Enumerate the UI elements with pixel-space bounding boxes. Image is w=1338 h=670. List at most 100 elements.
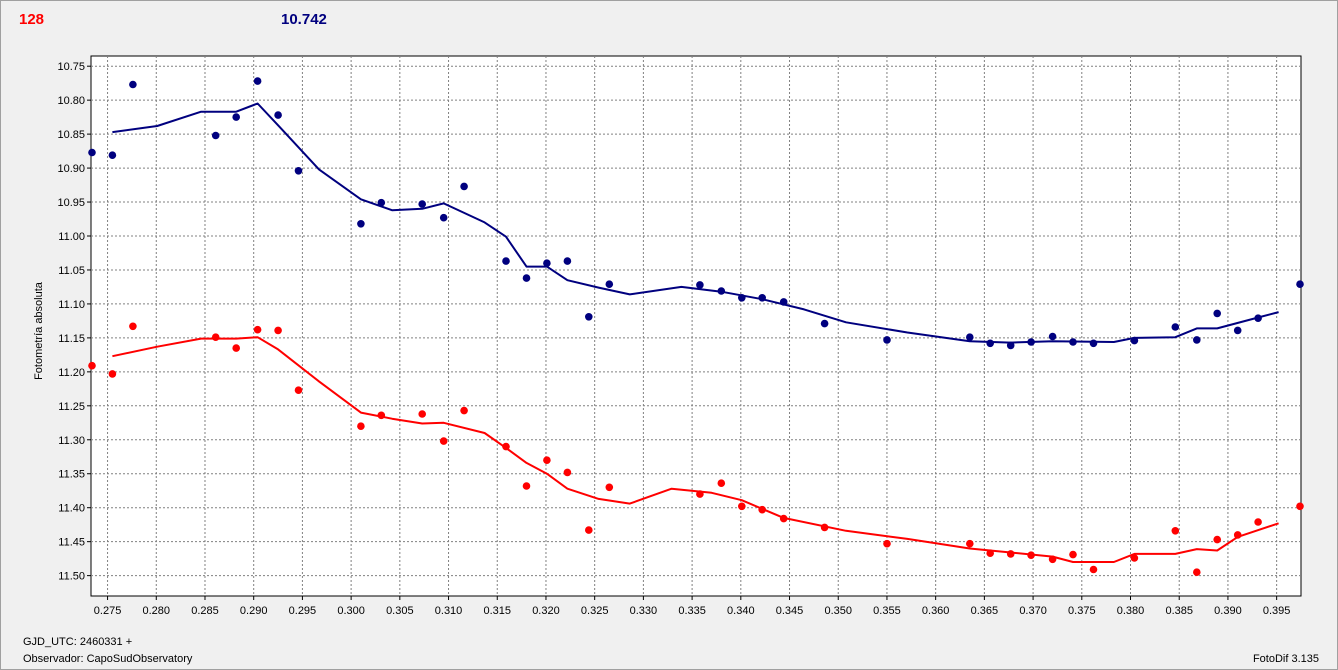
- data-point[interactable]: [820, 523, 829, 532]
- x-tick-label: 0.300: [337, 605, 365, 617]
- data-point[interactable]: [1130, 554, 1139, 562]
- data-point[interactable]: [585, 526, 593, 534]
- data-point[interactable]: [779, 514, 788, 523]
- x-tick-label: 0.365: [971, 605, 999, 617]
- data-point[interactable]: [418, 410, 427, 418]
- data-point[interactable]: [211, 131, 220, 140]
- data-point[interactable]: [377, 198, 386, 207]
- x-tick-label: 0.345: [776, 605, 804, 617]
- data-point[interactable]: [1254, 518, 1262, 526]
- data-point[interactable]: [696, 281, 704, 289]
- plot-area[interactable]: [90, 55, 1302, 597]
- data-point[interactable]: [543, 456, 551, 465]
- data-point[interactable]: [738, 502, 746, 511]
- data-point[interactable]: [1048, 555, 1057, 564]
- data-point[interactable]: [1027, 338, 1035, 346]
- x-tick-label: 0.360: [922, 605, 950, 617]
- data-point[interactable]: [439, 437, 448, 445]
- data-point[interactable]: [88, 148, 96, 157]
- data-point[interactable]: [820, 319, 829, 328]
- data-point[interactable]: [253, 325, 262, 334]
- data-point[interactable]: [1254, 314, 1262, 323]
- x-tick-label: 0.315: [483, 605, 511, 617]
- data-point[interactable]: [1213, 309, 1221, 318]
- data-series: [88, 77, 1304, 576]
- data-point[interactable]: [108, 370, 117, 378]
- data-point[interactable]: [605, 483, 614, 492]
- data-point[interactable]: [502, 257, 510, 265]
- data-point[interactable]: [357, 422, 365, 431]
- y-tick-label: 10.90: [57, 163, 85, 175]
- data-point[interactable]: [502, 442, 510, 451]
- data-point[interactable]: [1069, 338, 1077, 346]
- data-point[interactable]: [1089, 565, 1098, 574]
- data-point[interactable]: [696, 490, 704, 498]
- data-point[interactable]: [294, 167, 303, 175]
- data-point[interactable]: [1048, 332, 1057, 341]
- data-point[interactable]: [88, 361, 96, 370]
- data-point[interactable]: [605, 280, 614, 289]
- y-tick-label: 11.25: [58, 401, 85, 413]
- data-point[interactable]: [563, 257, 572, 265]
- data-point[interactable]: [717, 479, 726, 488]
- x-tick-label: 0.320: [532, 605, 560, 617]
- data-point[interactable]: [758, 294, 766, 302]
- data-point[interactable]: [1006, 550, 1015, 558]
- data-point[interactable]: [232, 113, 240, 121]
- version-label: FotoDif 3.135: [1252, 653, 1319, 665]
- x-tick-label: 0.380: [1117, 605, 1145, 617]
- data-point[interactable]: [1193, 568, 1201, 576]
- data-point[interactable]: [563, 468, 572, 477]
- data-point[interactable]: [758, 505, 766, 514]
- data-point[interactable]: [1089, 339, 1098, 348]
- data-point[interactable]: [883, 336, 891, 344]
- data-point[interactable]: [522, 274, 531, 282]
- x-tick-label: 0.285: [191, 605, 219, 617]
- data-point[interactable]: [717, 287, 726, 295]
- data-point[interactable]: [1233, 326, 1242, 335]
- data-point[interactable]: [1171, 527, 1180, 535]
- data-point[interactable]: [1069, 550, 1077, 559]
- data-point[interactable]: [1006, 341, 1015, 350]
- data-point[interactable]: [108, 151, 117, 159]
- data-point[interactable]: [460, 406, 468, 415]
- data-point[interactable]: [1027, 551, 1035, 559]
- data-point[interactable]: [543, 259, 551, 268]
- data-point[interactable]: [129, 322, 137, 331]
- data-point[interactable]: [883, 539, 891, 548]
- data-point[interactable]: [253, 77, 262, 85]
- data-point[interactable]: [522, 482, 531, 490]
- data-point[interactable]: [377, 411, 386, 420]
- data-point[interactable]: [1296, 280, 1304, 289]
- magnitude-readout: 10.742: [281, 11, 327, 28]
- data-point[interactable]: [585, 313, 593, 321]
- grid-lines: [91, 56, 1301, 596]
- data-point[interactable]: [1296, 502, 1304, 511]
- x-tick-label: 0.280: [143, 605, 171, 617]
- data-point[interactable]: [1171, 323, 1180, 331]
- y-tick-label: 10.95: [57, 197, 85, 209]
- data-point[interactable]: [418, 200, 427, 208]
- data-point[interactable]: [274, 111, 282, 119]
- data-point[interactable]: [232, 344, 240, 352]
- data-point[interactable]: [738, 294, 746, 302]
- data-point[interactable]: [294, 386, 303, 395]
- data-point[interactable]: [1193, 336, 1201, 344]
- data-point[interactable]: [439, 213, 448, 222]
- data-point[interactable]: [211, 333, 220, 342]
- data-point[interactable]: [986, 339, 994, 348]
- data-point[interactable]: [460, 182, 468, 191]
- data-point[interactable]: [129, 80, 137, 89]
- data-point[interactable]: [1233, 531, 1242, 539]
- data-point[interactable]: [986, 549, 994, 557]
- data-point[interactable]: [966, 539, 974, 548]
- data-point[interactable]: [357, 220, 365, 228]
- data-point[interactable]: [779, 298, 788, 306]
- x-tick-label: 0.295: [289, 605, 317, 617]
- data-point[interactable]: [274, 326, 282, 335]
- data-point[interactable]: [1213, 535, 1221, 544]
- data-point[interactable]: [1130, 336, 1139, 345]
- observer-label: Observador: CapoSudObservatory: [23, 653, 193, 665]
- data-point[interactable]: [966, 333, 974, 342]
